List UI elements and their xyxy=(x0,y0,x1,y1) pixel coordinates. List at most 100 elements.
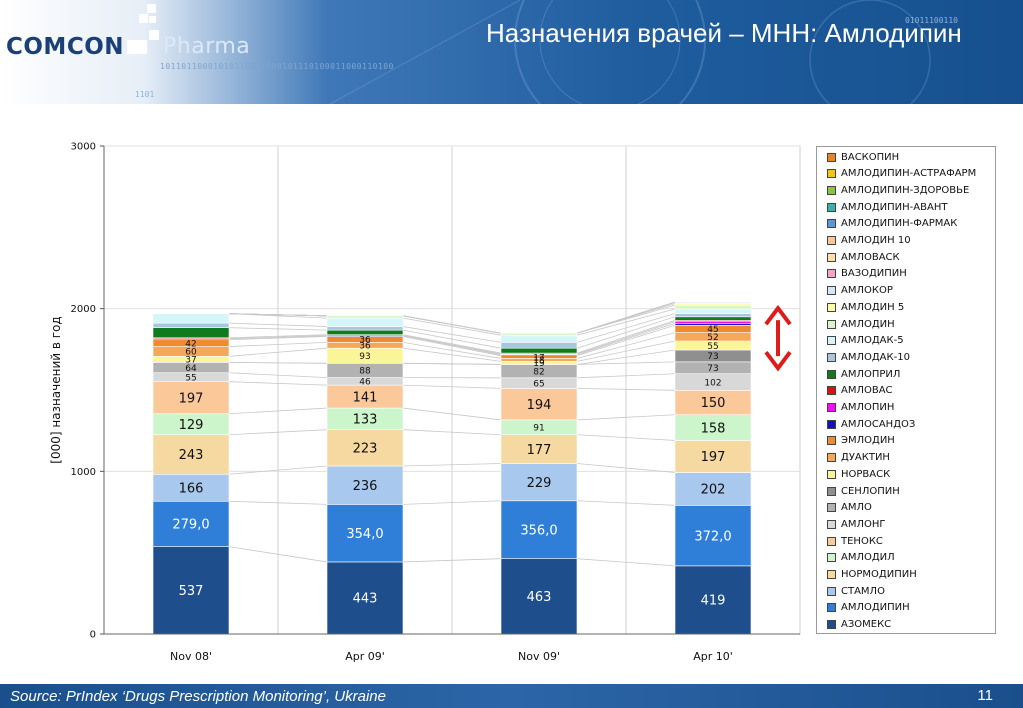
annotations xyxy=(764,304,792,372)
data-label: 279,0 xyxy=(172,518,209,533)
legend-swatch xyxy=(827,419,836,429)
legend-label: АМЛОДИН 5 xyxy=(841,301,905,313)
logo-icon xyxy=(125,4,161,56)
connector-line xyxy=(576,316,676,349)
data-label: 64 xyxy=(185,364,197,374)
data-label: 42 xyxy=(185,339,196,349)
legend-item: АЗОМЕКС xyxy=(827,618,891,632)
legend-item: АМЛОДИПИН-АВАНТ xyxy=(827,200,947,214)
data-label: 60 xyxy=(185,348,197,358)
connector-line xyxy=(228,336,328,341)
legend-item: АМЛОПИН xyxy=(827,401,894,415)
bar-segment xyxy=(152,322,230,328)
legend-label: ВАСКОПИН xyxy=(841,151,900,163)
data-label: 150 xyxy=(701,396,726,411)
data-label: 223 xyxy=(353,442,378,457)
legend-swatch xyxy=(827,586,836,596)
connector-line xyxy=(402,362,502,365)
connector-line xyxy=(402,500,502,505)
connector-line xyxy=(228,341,328,347)
legend-item: АМЛОСАНДОЗ xyxy=(827,417,915,431)
data-label: 46 xyxy=(359,378,371,388)
data-label: 36 xyxy=(359,336,371,346)
x-tick-label: Nov 09' xyxy=(518,650,560,663)
legend-item: ТЕНОКС xyxy=(827,534,883,548)
legend-swatch xyxy=(827,386,836,396)
bar-segment xyxy=(674,308,752,314)
connector-line xyxy=(402,347,502,362)
legend-swatch xyxy=(827,219,836,229)
connector-line xyxy=(402,315,502,334)
connector-line xyxy=(228,361,328,364)
connector-line xyxy=(228,313,328,317)
data-label: 133 xyxy=(353,413,378,428)
data-label: 236 xyxy=(353,479,378,494)
legend-label: ЭМЛОДИН xyxy=(841,435,895,447)
connector-line xyxy=(576,414,676,421)
legend-item: СТАМЛО xyxy=(827,584,885,598)
data-label: 73 xyxy=(707,352,718,362)
legend-item: АМЛОДИН 5 xyxy=(827,300,904,314)
connector-line xyxy=(228,500,328,505)
legend-item: АМЛОВАС xyxy=(827,384,893,398)
connector-line xyxy=(402,329,502,349)
y-axis-label: [000] назначений в год xyxy=(49,316,63,463)
legend-item: НОРВАСК xyxy=(827,467,890,481)
data-label: 73 xyxy=(707,364,718,374)
legend-item: СЕНЛОПИН xyxy=(827,484,900,498)
logo-brand: COMCON xyxy=(6,34,124,60)
data-label: 88 xyxy=(359,367,371,377)
data-label: 45 xyxy=(707,325,718,335)
bar-segment xyxy=(326,329,404,335)
data-label: 19 xyxy=(533,359,545,369)
legend-swatch xyxy=(827,403,836,412)
data-label: 177 xyxy=(527,443,552,458)
legend-swatch xyxy=(827,336,836,346)
connector-line xyxy=(576,301,676,334)
x-tick-label: Apr 09' xyxy=(345,650,385,663)
legend-swatch xyxy=(827,152,836,162)
connector-line xyxy=(228,335,328,340)
y-tick-label: 2000 xyxy=(71,304,96,315)
legend-label: ВАЗОДИПИН xyxy=(841,268,907,280)
connector-line xyxy=(576,558,676,567)
connector-line xyxy=(402,429,502,436)
data-labels: 537 443 463 419 279,0 354,0 356,0 372,0 166 236 22… xyxy=(172,325,731,608)
legend-label: НОРВАСК xyxy=(841,468,891,480)
legend-swatch xyxy=(827,536,836,546)
binary-strip-small: 1101 xyxy=(135,90,155,99)
data-label: 443 xyxy=(353,592,378,607)
bar-segment xyxy=(674,505,752,567)
legend-item: ДУАКТИН xyxy=(827,451,890,465)
bar-segment xyxy=(500,434,578,464)
legend-label: СТАМЛО xyxy=(841,585,885,597)
data-label: 37 xyxy=(185,356,196,366)
legend-item: АМЛОВАСК xyxy=(827,250,900,264)
bar-segment xyxy=(500,342,578,349)
connector-line xyxy=(576,321,676,355)
bar-segment xyxy=(674,414,752,441)
connector-line xyxy=(576,332,676,359)
connector-line xyxy=(228,347,328,357)
legend-swatch xyxy=(827,252,836,262)
bar-segment xyxy=(326,315,404,319)
legend-swatch xyxy=(827,519,836,529)
data-label: 129 xyxy=(179,418,204,433)
legend-item: АМЛО xyxy=(827,501,872,515)
bar-segment xyxy=(500,334,578,343)
connector-line xyxy=(402,558,502,563)
bar-segment xyxy=(152,313,230,324)
legend-item: АМЛОДИПИН-ЗДОРОВЬЕ xyxy=(827,183,969,197)
legend-swatch xyxy=(827,369,836,379)
legend-swatch xyxy=(827,286,836,296)
connector-line xyxy=(576,340,676,362)
data-label: 93 xyxy=(359,352,370,362)
legend-swatch xyxy=(827,453,836,463)
legend-label: АМЛОНГ xyxy=(841,518,886,530)
legend-label: АМЛОДИПИН-АСТРАФАРМ xyxy=(841,168,977,180)
page-title: Назначения врачей – МНН: Амлодипин xyxy=(486,18,962,48)
page-number: 11 xyxy=(977,687,993,704)
legend-label: АМЛОДИН 10 xyxy=(841,235,911,246)
connector-line xyxy=(576,373,676,379)
connector-line xyxy=(402,317,502,336)
